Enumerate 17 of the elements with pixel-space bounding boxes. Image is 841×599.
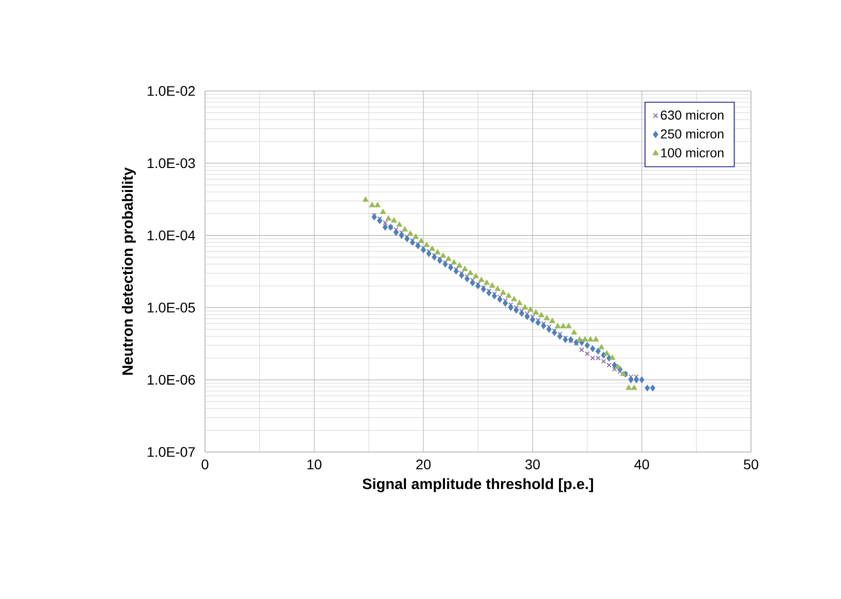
y-tick-label: 1.0E-05 — [148, 302, 195, 313]
y-axis-title: Neutron detection probability — [122, 167, 136, 375]
y-tick-label: 1.0E-03 — [148, 158, 195, 168]
x-tick-label: 40 — [634, 460, 650, 470]
legend-label: 630 micron — [660, 110, 724, 120]
x-tick-label: 0 — [202, 460, 208, 470]
y-tick-label: 1.0E-04 — [148, 230, 196, 240]
x-tick-label: 50 — [744, 460, 758, 470]
y-tick-label: 1.0E-06 — [148, 374, 195, 385]
y-tick-label: 1.0E-02 — [148, 86, 195, 96]
x-tick-label: 10 — [308, 460, 322, 470]
legend-label: 250 micron — [660, 129, 724, 139]
x-tick-label: 30 — [525, 460, 540, 470]
x-axis-title: Signal amplitude threshold [p.e.] — [362, 478, 594, 492]
x-tick-label: 20 — [416, 460, 431, 470]
y-tick-label: 1.0E-07 — [148, 447, 195, 457]
legend-label: 100 micron — [661, 148, 724, 158]
